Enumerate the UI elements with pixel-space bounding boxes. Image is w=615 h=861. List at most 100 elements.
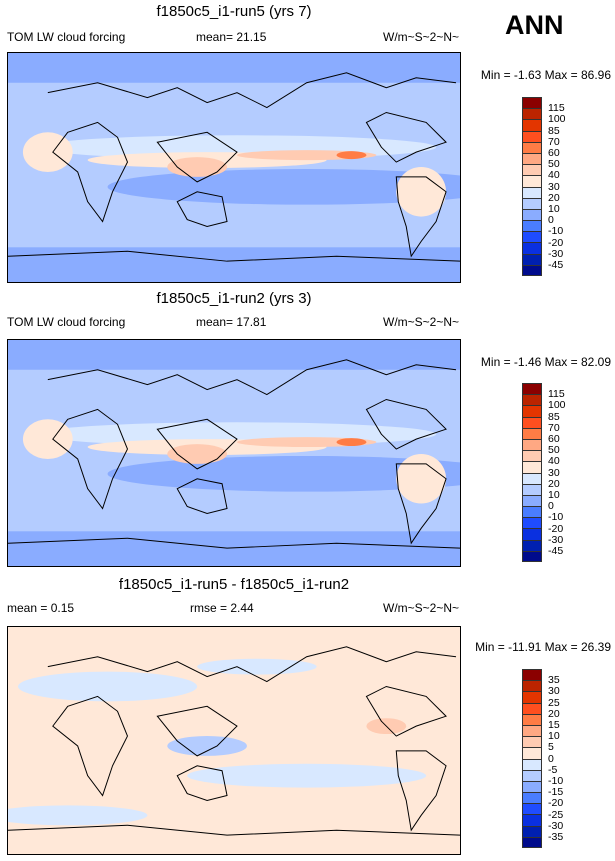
colorbar-label: 100: [548, 399, 566, 412]
colorbar-box: [522, 691, 542, 703]
colorbar-label: 115: [548, 388, 565, 401]
colorbar-box: [522, 724, 542, 737]
colorbar-label: -10: [548, 511, 564, 524]
colorbar-box: [522, 119, 542, 131]
colorbar-box: [522, 461, 542, 473]
colorbar-label: 30: [548, 180, 560, 193]
colorbar-box: [522, 416, 542, 428]
colorbar-box: [522, 825, 542, 837]
colorbar-box: [522, 383, 542, 395]
colorbar-label: 10: [548, 730, 560, 743]
colorbar-box: [522, 220, 542, 232]
colorbar-box: [522, 108, 542, 120]
panel-center-label: mean= 21.15: [196, 30, 267, 44]
colorbar-label: 25: [548, 696, 560, 709]
colorbar-label: -10: [548, 775, 564, 787]
colorbar-box: [522, 494, 542, 507]
colorbar-label: 70: [548, 135, 560, 148]
coastline: [8, 359, 460, 549]
colorbar-label: 30: [548, 466, 560, 479]
colorbar-label: 35: [548, 674, 560, 687]
panel-title: f1850c5_i1-run2 (yrs 3): [156, 290, 312, 307]
colorbar-box: [522, 130, 542, 142]
colorbar-label: -30: [548, 247, 564, 260]
colorbar-box: [522, 517, 542, 529]
colorbar-label: -35: [548, 831, 564, 843]
panel-title: f1850c5_i1-run5 - f1850c5_i1-run2: [118, 576, 350, 593]
panel-center-label: rmse = 2.44: [190, 601, 254, 615]
colorbar: [522, 97, 542, 276]
colorbar-box: [522, 175, 542, 187]
colorbar-label: 85: [548, 410, 560, 423]
colorbar-box: [522, 669, 542, 681]
colorbar: [522, 669, 542, 848]
colorbar-box: [522, 242, 542, 254]
colorbar-box: [522, 152, 542, 165]
colorbar-label: -5: [548, 763, 558, 776]
panel-left-label: mean = 0.15: [7, 601, 75, 615]
colorbar-label: 20: [548, 191, 560, 204]
colorbar-box: [522, 164, 542, 176]
colorbar-box: [522, 758, 542, 770]
colorbar-label: -30: [548, 533, 564, 546]
min-max-label: Min = -11.91 Max = 26.39: [475, 640, 611, 654]
colorbar-box: [522, 264, 542, 276]
colorbar-box: [522, 186, 542, 198]
panel-left-label: TOM LW cloud forcing: [7, 30, 126, 44]
min-max-label: Min = -1.46 Max = 82.09: [480, 355, 611, 369]
colorbar-label: 50: [548, 444, 560, 457]
colorbar: [522, 383, 542, 562]
map-panel: [7, 339, 461, 567]
colorbar-box: [522, 483, 542, 495]
colorbar-box: [522, 680, 542, 692]
colorbar-label: -15: [548, 786, 564, 799]
colorbar-box: [522, 836, 542, 848]
colorbar-label: 60: [548, 433, 560, 445]
season-label: ANN: [505, 10, 564, 40]
colorbar-label: 40: [548, 455, 560, 468]
colorbar-label: 115: [548, 102, 565, 115]
colorbar-label: 15: [548, 719, 560, 731]
colorbar-label: -20: [548, 236, 564, 249]
colorbar-box: [522, 814, 542, 826]
colorbar-box: [522, 803, 542, 815]
coastline: [8, 646, 460, 836]
colorbar-box: [522, 769, 542, 781]
colorbar-label: 10: [548, 489, 560, 501]
colorbar-box: [522, 208, 542, 221]
min-max-label: Min = -1.63 Max = 86.96: [480, 68, 611, 82]
coastline: [8, 72, 460, 262]
colorbar-label: -10: [548, 225, 564, 238]
panel-units-label: W/m~S~2~N~: [383, 601, 460, 615]
colorbar-label: 20: [548, 477, 560, 490]
colorbar-box: [522, 141, 542, 153]
colorbar-box: [522, 394, 542, 406]
colorbar-label: 60: [548, 147, 560, 159]
colorbar-label: 0: [548, 500, 554, 513]
colorbar-label: 10: [548, 203, 560, 215]
colorbar-box: [522, 197, 542, 209]
colorbar-box: [522, 702, 542, 714]
colorbar-box: [522, 780, 542, 793]
colorbar-label: -45: [548, 259, 564, 271]
colorbar-label: 5: [548, 741, 554, 754]
panel-units-label: W/m~S~2~N~: [383, 30, 460, 44]
colorbar-label: 85: [548, 124, 560, 137]
colorbar-box: [522, 438, 542, 451]
colorbar-label: 0: [548, 752, 554, 765]
colorbar-label: 40: [548, 169, 560, 182]
colorbar-box: [522, 427, 542, 439]
colorbar-label: 30: [548, 685, 560, 698]
colorbar-box: [522, 253, 542, 265]
colorbar-label: 0: [548, 214, 554, 227]
map-panel: [7, 626, 461, 855]
colorbar-label: 20: [548, 707, 560, 720]
colorbar-box: [522, 472, 542, 484]
colorbar-label: -45: [548, 545, 564, 557]
colorbar-box: [522, 405, 542, 417]
colorbar-box: [522, 792, 542, 804]
colorbar-label: -25: [548, 808, 564, 821]
colorbar-box: [522, 97, 542, 109]
colorbar-box: [522, 747, 542, 759]
colorbar-box: [522, 736, 542, 748]
